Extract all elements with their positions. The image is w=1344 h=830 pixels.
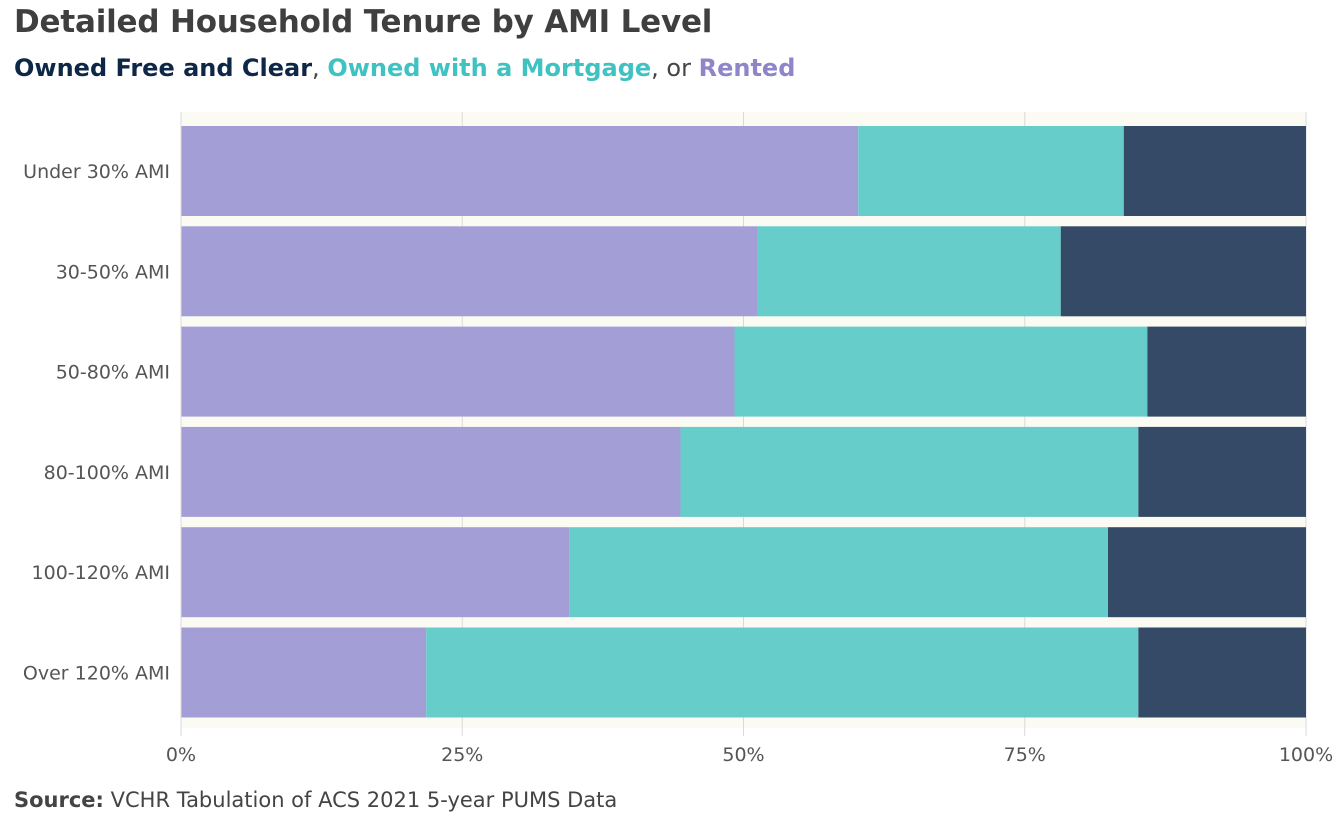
bar-segment-owned-free-and-clear	[1138, 627, 1306, 718]
chart-title: Detailed Household Tenure by AMI Level	[14, 4, 713, 40]
source-note: Source: VCHR Tabulation of ACS 2021 5-ye…	[14, 788, 617, 812]
source-text: VCHR Tabulation of ACS 2021 5-year PUMS …	[103, 788, 618, 812]
bar-segment-rented	[181, 126, 859, 216]
bar-segment-owned-free-and-clear	[1060, 226, 1306, 317]
bar-segment-owned-free-and-clear	[1123, 126, 1306, 216]
category-label: 50-80% AMI	[56, 362, 170, 384]
x-tick-label: 0%	[166, 744, 196, 766]
category-label: 30-50% AMI	[56, 261, 170, 283]
legend-separator: ,	[312, 54, 328, 82]
category-label: Over 120% AMI	[23, 663, 170, 685]
bar-segment-owned-with-a-mortgage	[734, 326, 1148, 417]
bar-segment-owned-with-a-mortgage	[757, 226, 1061, 317]
bar-segment-owned-free-and-clear	[1108, 527, 1306, 618]
category-label: 100-120% AMI	[32, 562, 170, 584]
bar-segment-rented	[181, 326, 735, 417]
source-label: Source:	[14, 788, 104, 812]
bar-segment-rented	[181, 226, 757, 317]
bar-segment-rented	[181, 627, 427, 718]
legend-mortgage: Owned with a Mortgage	[327, 54, 652, 82]
bar-segment-owned-with-a-mortgage	[426, 627, 1139, 718]
legend-owned-free: Owned Free and Clear	[14, 54, 313, 82]
x-tick-label: 100%	[1279, 744, 1333, 766]
chart-subtitle-legend: Owned Free and Clear, Owned with a Mortg…	[14, 54, 795, 82]
x-tick-label: 75%	[1004, 744, 1046, 766]
bar-segment-owned-with-a-mortgage	[858, 126, 1124, 216]
bar-segment-owned-with-a-mortgage	[680, 426, 1139, 517]
bar-segment-owned-free-and-clear	[1147, 326, 1306, 417]
legend-separator: , or	[651, 54, 699, 82]
category-label: 80-100% AMI	[44, 462, 170, 484]
x-tick-label: 25%	[441, 744, 483, 766]
bar-segment-rented	[181, 426, 681, 517]
bar-segment-owned-free-and-clear	[1138, 426, 1306, 517]
bar-segment-rented	[181, 527, 570, 618]
category-label: Under 30% AMI	[23, 161, 170, 183]
legend-rented: Rented	[698, 54, 796, 82]
bar-segment-owned-with-a-mortgage	[569, 527, 1108, 618]
x-tick-label: 50%	[722, 744, 764, 766]
